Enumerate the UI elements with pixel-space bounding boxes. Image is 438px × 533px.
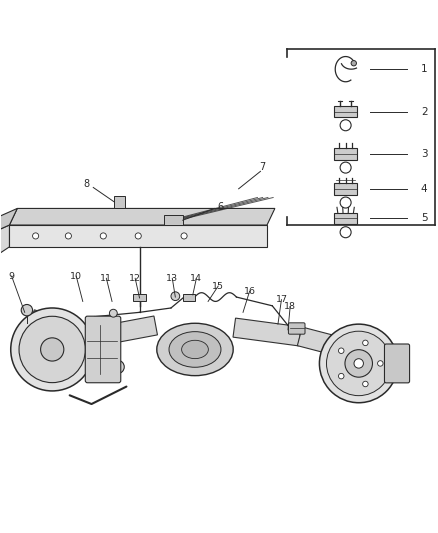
Polygon shape bbox=[84, 316, 158, 348]
Polygon shape bbox=[335, 213, 357, 224]
Text: 17: 17 bbox=[276, 295, 287, 304]
Ellipse shape bbox=[169, 332, 221, 367]
Circle shape bbox=[32, 233, 39, 239]
Circle shape bbox=[363, 381, 368, 387]
Text: 18: 18 bbox=[284, 302, 296, 311]
Polygon shape bbox=[0, 225, 10, 260]
Circle shape bbox=[11, 308, 94, 391]
Circle shape bbox=[100, 233, 106, 239]
Circle shape bbox=[378, 361, 383, 366]
Circle shape bbox=[41, 338, 64, 361]
Circle shape bbox=[319, 324, 398, 403]
Text: 13: 13 bbox=[166, 274, 178, 283]
Text: 5: 5 bbox=[421, 214, 427, 223]
Circle shape bbox=[181, 233, 187, 239]
Circle shape bbox=[135, 233, 141, 239]
Circle shape bbox=[363, 340, 368, 345]
Circle shape bbox=[171, 292, 180, 301]
FancyBboxPatch shape bbox=[385, 344, 410, 383]
Circle shape bbox=[65, 233, 71, 239]
Text: 16: 16 bbox=[244, 287, 255, 296]
Text: 10: 10 bbox=[70, 272, 82, 280]
Circle shape bbox=[351, 61, 357, 66]
Polygon shape bbox=[163, 215, 183, 225]
Text: 12: 12 bbox=[129, 274, 141, 283]
Polygon shape bbox=[335, 183, 357, 195]
Circle shape bbox=[339, 348, 344, 353]
Circle shape bbox=[21, 304, 32, 316]
Polygon shape bbox=[28, 310, 91, 348]
Polygon shape bbox=[114, 196, 125, 208]
Polygon shape bbox=[335, 106, 357, 117]
Bar bbox=[183, 294, 194, 301]
Polygon shape bbox=[0, 208, 17, 234]
Circle shape bbox=[111, 360, 124, 374]
Text: 3: 3 bbox=[421, 149, 427, 159]
Circle shape bbox=[345, 350, 372, 377]
Text: 8: 8 bbox=[84, 180, 90, 189]
Polygon shape bbox=[10, 208, 275, 225]
FancyBboxPatch shape bbox=[85, 316, 121, 383]
Text: 15: 15 bbox=[212, 281, 224, 290]
FancyBboxPatch shape bbox=[288, 323, 305, 334]
Circle shape bbox=[110, 309, 117, 317]
Circle shape bbox=[339, 374, 344, 379]
Text: 14: 14 bbox=[190, 274, 202, 283]
Text: 7: 7 bbox=[260, 162, 266, 172]
Text: 9: 9 bbox=[9, 272, 14, 280]
Polygon shape bbox=[233, 318, 301, 346]
Circle shape bbox=[19, 316, 85, 383]
Ellipse shape bbox=[157, 323, 233, 376]
Text: 4: 4 bbox=[421, 184, 427, 194]
Bar bbox=[133, 294, 146, 302]
Text: 6: 6 bbox=[217, 201, 223, 212]
Polygon shape bbox=[335, 148, 357, 160]
Text: 2: 2 bbox=[421, 107, 427, 117]
Text: 11: 11 bbox=[100, 274, 113, 283]
Ellipse shape bbox=[182, 340, 208, 359]
Circle shape bbox=[326, 331, 391, 395]
Polygon shape bbox=[297, 327, 353, 359]
Text: 1: 1 bbox=[421, 64, 427, 74]
Polygon shape bbox=[10, 225, 267, 247]
Circle shape bbox=[354, 359, 364, 368]
